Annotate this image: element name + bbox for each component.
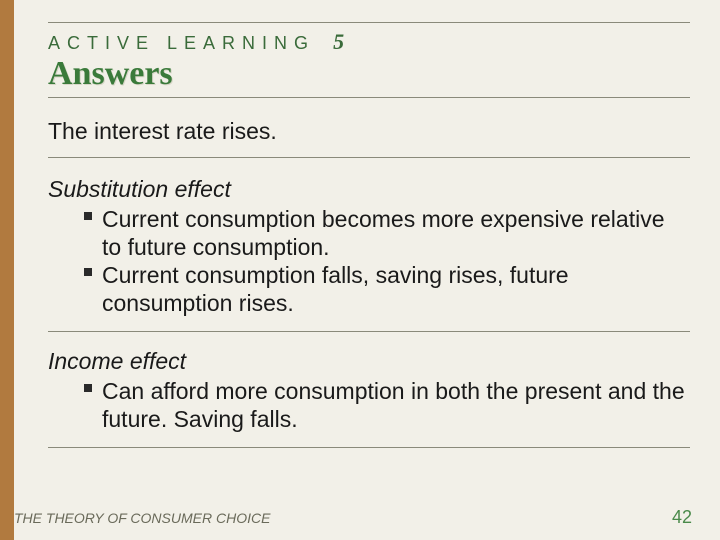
kicker-number: 5 — [333, 29, 344, 54]
page-number: 42 — [672, 507, 692, 528]
bullet-list: Can afford more consumption in both the … — [48, 377, 690, 433]
intro-line: The interest rate rises. — [48, 112, 690, 158]
footer-title: THE THEORY OF CONSUMER CHOICE — [14, 510, 270, 526]
list-item: Current consumption becomes more expensi… — [84, 205, 690, 261]
slide-content: ACTIVE LEARNING 5 Answers The interest r… — [14, 0, 720, 540]
section-income: Income effect Can afford more consumptio… — [48, 342, 690, 448]
list-item: Current consumption falls, saving rises,… — [84, 261, 690, 317]
footer: THE THEORY OF CONSUMER CHOICE 42 — [0, 507, 720, 528]
section-heading: Income effect — [48, 348, 690, 375]
list-item: Can afford more consumption in both the … — [84, 377, 690, 433]
section-heading: Substitution effect — [48, 176, 690, 203]
page-title: Answers — [48, 55, 690, 93]
kicker-text: ACTIVE LEARNING — [48, 33, 315, 53]
accent-left-bar — [0, 0, 14, 540]
kicker-row: ACTIVE LEARNING 5 — [48, 29, 690, 55]
header-block: ACTIVE LEARNING 5 Answers — [48, 22, 690, 98]
section-substitution: Substitution effect Current consumption … — [48, 170, 690, 332]
bullet-list: Current consumption becomes more expensi… — [48, 205, 690, 317]
